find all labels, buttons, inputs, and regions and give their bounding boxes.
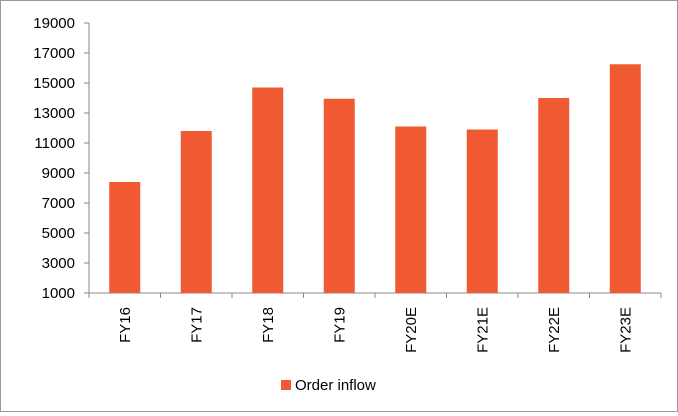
y-tick-label: 7000 xyxy=(42,195,75,212)
bar-fy17 xyxy=(180,131,212,293)
y-axis-ticks: 1000 3000 5000 7000 9000 11000 13000 15000 17000… xyxy=(33,15,89,302)
bar-fy23e xyxy=(609,64,641,293)
x-tick-label: FY20E xyxy=(403,307,420,353)
legend: Order inflow xyxy=(281,377,376,394)
x-tick-label: FY23E xyxy=(617,307,634,353)
x-tick-label: FY16 xyxy=(117,307,134,343)
y-tick-label: 15000 xyxy=(33,75,75,92)
bar-fy20e xyxy=(395,126,427,293)
y-tick-label: 5000 xyxy=(42,225,75,242)
y-tick-label: 3000 xyxy=(42,255,75,272)
bar-fy22e xyxy=(538,98,570,293)
x-axis-ticks: FY16 FY17 FY18 FY19 FY20E FY21E FY22E FY23E xyxy=(88,293,662,353)
bar-fy16 xyxy=(109,182,141,293)
y-tick-label: 17000 xyxy=(33,45,75,62)
legend-label: Order inflow xyxy=(295,377,376,394)
y-tick-label: 11000 xyxy=(34,135,75,152)
x-tick-label: FY17 xyxy=(188,307,205,343)
bar-fy18 xyxy=(252,87,284,293)
bars xyxy=(109,64,641,293)
legend-swatch xyxy=(281,380,291,390)
x-tick-label: FY21E xyxy=(474,307,491,353)
y-tick-label: 19000 xyxy=(33,15,75,32)
x-tick-label: FY19 xyxy=(331,307,348,343)
x-tick-label: FY18 xyxy=(260,307,277,343)
y-tick-label: 9000 xyxy=(42,165,75,182)
y-tick-label: 1000 xyxy=(42,285,75,302)
bar-fy21e xyxy=(466,129,498,293)
x-tick-label: FY22E xyxy=(546,307,563,353)
y-tick-label: 13000 xyxy=(33,105,75,122)
axes xyxy=(88,23,661,294)
bar-fy19 xyxy=(323,98,355,293)
